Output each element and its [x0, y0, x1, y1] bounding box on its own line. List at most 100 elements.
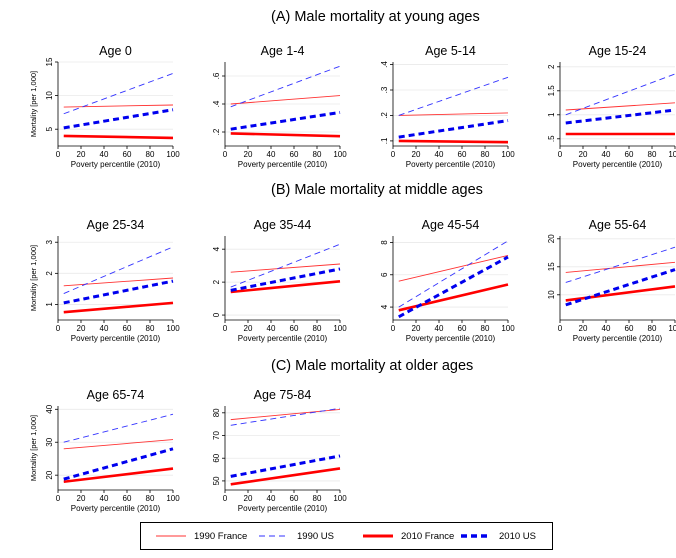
x-tick-label: 100 [166, 494, 180, 503]
y-tick-label: 1.5 [547, 85, 556, 97]
panel-title: Age 35-44 [254, 218, 312, 232]
panel-title: Age 0 [99, 44, 132, 58]
panel-title: Age 65-74 [87, 388, 145, 402]
series-line-1990-france [63, 277, 174, 287]
x-tick-label: 20 [579, 324, 588, 333]
y-tick-label: 60 [212, 453, 221, 462]
series-line-2010-france [230, 467, 341, 486]
y-tick-label: .2 [212, 128, 221, 135]
series-line-2010-us [230, 454, 341, 478]
panel-title: Age 1-4 [261, 44, 305, 58]
series-line-1990-france [63, 439, 174, 450]
y-tick-label: 30 [45, 437, 54, 446]
x-tick-label: 0 [56, 324, 61, 333]
x-axis-title: Poverty percentile (2010) [238, 334, 328, 343]
x-tick-label: 100 [668, 150, 676, 159]
x-tick-label: 60 [625, 150, 634, 159]
x-tick-label: 40 [435, 150, 444, 159]
x-tick-label: 80 [313, 150, 322, 159]
panel-title: Age 55-64 [589, 218, 647, 232]
x-tick-label: 0 [223, 494, 228, 503]
x-tick-label: 20 [412, 150, 421, 159]
x-tick-label: 80 [648, 324, 657, 333]
x-tick-label: 100 [333, 494, 347, 503]
x-tick-label: 80 [313, 494, 322, 503]
legend-swatch [156, 535, 186, 537]
series-line-2010-us [565, 108, 676, 125]
legend-item-2010-france: 2010 France [363, 523, 454, 549]
x-axis-title: Poverty percentile (2010) [238, 160, 328, 169]
y-tick-label: 15 [45, 57, 54, 66]
x-tick-label: 0 [558, 150, 563, 159]
x-tick-label: 40 [267, 324, 276, 333]
y-tick-label: 70 [212, 431, 221, 440]
panel-title: Age 15-24 [589, 44, 647, 58]
series-line-2010-us [230, 267, 341, 292]
y-tick-label: 10 [547, 290, 556, 299]
series-line-2010-france [398, 139, 509, 144]
y-tick-label: 2 [212, 279, 221, 284]
section-title-c: (C) Male mortality at older ages [271, 358, 474, 374]
series-line-2010-us [63, 279, 174, 305]
series-line-1990-france [63, 104, 174, 108]
x-tick-label: 60 [458, 324, 467, 333]
x-axis-title: Poverty percentile (2010) [573, 160, 663, 169]
series-line-1990-us [63, 246, 174, 294]
x-tick-label: 20 [412, 324, 421, 333]
x-tick-label: 40 [602, 150, 611, 159]
x-tick-label: 0 [223, 150, 228, 159]
legend-swatch [363, 534, 393, 538]
x-tick-label: 0 [56, 494, 61, 503]
y-axis-title: Mortality [per 1,000] [29, 71, 38, 137]
x-tick-label: 40 [100, 150, 109, 159]
y-tick-label: 2 [547, 64, 556, 69]
legend-label: 1990 US [297, 530, 334, 542]
x-tick-label: 60 [123, 494, 132, 503]
series-line-2010-france [230, 280, 341, 294]
x-axis-title: Poverty percentile (2010) [71, 334, 161, 343]
x-tick-label: 20 [244, 494, 253, 503]
x-tick-label: 80 [146, 494, 155, 503]
x-axis-title: Poverty percentile (2010) [406, 334, 496, 343]
x-tick-label: 0 [391, 150, 396, 159]
y-tick-label: 4 [380, 304, 389, 309]
y-tick-label: 5 [45, 126, 54, 131]
series-line-1990-france [230, 95, 341, 105]
series-line-1990-us [230, 65, 341, 108]
series-line-1990-france [398, 254, 509, 282]
y-tick-label: .3 [380, 86, 389, 93]
y-tick-label: 0 [212, 312, 221, 317]
y-tick-label: 20 [547, 234, 556, 243]
x-tick-label: 20 [77, 150, 86, 159]
legend-swatch [461, 534, 491, 538]
y-tick-label: .4 [380, 61, 389, 68]
panel-title: Age 25-34 [87, 218, 145, 232]
series-line-2010-us [398, 119, 509, 139]
y-tick-label: 50 [212, 476, 221, 485]
y-tick-label: 4 [212, 246, 221, 251]
y-tick-label: 8 [380, 240, 389, 245]
panel-title: Age 5-14 [425, 44, 476, 58]
x-tick-label: 40 [267, 494, 276, 503]
panel-age-0: Age 0 5 10 15 0 20 40 60 80 100 Poverty percentile… [29, 44, 180, 169]
x-axis-title: Poverty percentile (2010) [71, 160, 161, 169]
x-tick-label: 40 [100, 324, 109, 333]
x-tick-label: 60 [123, 150, 132, 159]
y-tick-label: .6 [212, 72, 221, 79]
series-line-2010-france [565, 285, 676, 302]
x-tick-label: 20 [244, 324, 253, 333]
panel-age-75-84: Age 75-84 50 60 70 80 0 20 40 60 80 100 Poverty per… [212, 388, 347, 513]
series-line-2010-france [63, 467, 174, 484]
panel-title: Age 45-54 [422, 218, 480, 232]
series-line-1990-us [63, 73, 174, 115]
series-line-2010-us [565, 268, 676, 307]
y-tick-label: 1 [547, 112, 556, 117]
legend-label: 2010 US [499, 530, 536, 542]
legend-swatch [259, 535, 289, 537]
series-line-1990-france [565, 261, 676, 273]
x-tick-label: 100 [668, 324, 676, 333]
panel-age-65-74: Age 65-74 20 30 40 0 20 40 60 80 100 Poverty perce… [29, 388, 180, 513]
y-tick-label: 15 [547, 262, 556, 271]
